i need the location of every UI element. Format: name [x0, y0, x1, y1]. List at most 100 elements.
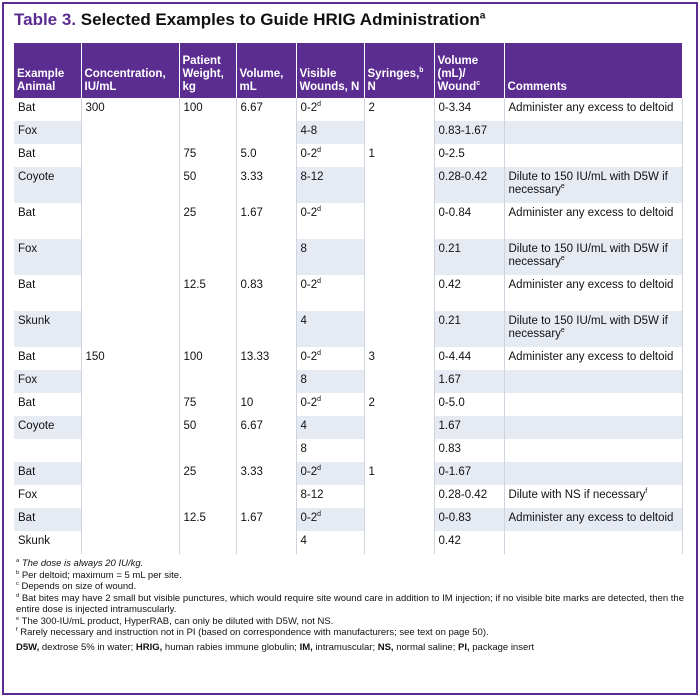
cell: 4 — [296, 531, 365, 554]
cell: 0-1.67 — [434, 462, 505, 485]
cell-text: 100 — [183, 351, 203, 363]
cell-text: Administer any excess to deltoid — [508, 512, 674, 524]
table-row: Bat 12.5 1.67 0-2d 0-0.83 Administer any exce… — [14, 508, 683, 531]
cell — [81, 239, 180, 275]
cell-text: 0-2.5 — [438, 148, 465, 160]
comment: Dilute to 150 IU/mL with D5W if necessar… — [509, 243, 676, 269]
cell-text: 0-4.44 — [438, 351, 472, 363]
cell-sup: e — [560, 183, 565, 191]
cell: 1 — [364, 462, 435, 485]
abbr-term: NS, — [377, 641, 394, 653]
cell-text: Dilute to 150 IU/mL with D5W if necessar… — [508, 315, 668, 340]
cell-text: Bat — [18, 466, 36, 478]
title-text: Selected Examples to Guide HRIG Administ… — [80, 10, 480, 29]
cell — [81, 311, 180, 347]
cell: 0-2.5 — [434, 144, 505, 167]
cell: 3.33 — [236, 167, 297, 203]
cell — [236, 121, 297, 144]
cell-sup: f — [645, 488, 648, 496]
cell: 150 — [81, 347, 180, 370]
header-cell: Patient Weight, kg — [179, 43, 237, 98]
cell: 0.21 — [434, 239, 505, 275]
cell-text: 0-2 — [300, 351, 318, 363]
cell — [179, 439, 237, 462]
cell: 0-2d — [296, 144, 365, 167]
cell: 0.83-1.67 — [434, 121, 505, 144]
footnote-text: The dose is always 20 IU/kg. — [21, 558, 144, 569]
cell-text: 75 — [183, 148, 197, 160]
cell — [364, 531, 435, 554]
header-cell: Volume (mL)/ Woundc — [434, 43, 505, 98]
cell-text: Coyote — [18, 171, 55, 183]
abbr-def: normal saline; — [396, 641, 456, 653]
cell-text: Dilute to 150 IU/mL with D5W if necessar… — [508, 243, 668, 268]
cell-text: 3.33 — [240, 171, 263, 183]
abbr-def: package insert — [472, 641, 535, 653]
cell: Dilute to 150 IU/mL with D5W if necessar… — [504, 239, 683, 275]
data-table: Example Animal Concentration, IU/mL Patien… — [14, 43, 683, 554]
cell — [179, 311, 237, 347]
cell: Administer any excess to deltoid — [504, 508, 683, 531]
cell: 100 — [179, 98, 237, 121]
header-cell: Syringes,b N — [364, 43, 435, 98]
cell — [364, 439, 435, 462]
cell — [364, 508, 435, 531]
cell-text: Skunk — [18, 315, 50, 327]
cell-text: Bat — [18, 207, 36, 219]
cell: 50 — [179, 416, 237, 439]
cell: Dilute to 150 IU/mL with D5W if necessar… — [504, 311, 683, 347]
cell: 75 — [179, 144, 237, 167]
table-row: Skunk 4 0.21 Dilute to 150 IU/mL with D5W i… — [14, 311, 683, 347]
abbreviations: D5W, dextrose 5% in water; HRIG, human r… — [16, 642, 686, 654]
cell: 12.5 — [179, 275, 237, 311]
cell — [81, 508, 180, 531]
cell: Fox — [14, 121, 82, 144]
cell — [81, 144, 180, 167]
cell-text: 1.67 — [438, 420, 461, 432]
footnote: e The 300-IU/mL product, HyperRAB, can o… — [16, 615, 686, 628]
cell: 100 — [179, 347, 237, 370]
cell-text: Dilute to 150 IU/mL with D5W if necessar… — [508, 171, 668, 196]
cell — [81, 439, 180, 462]
header-text: Comments — [507, 81, 567, 93]
cell: 1.67 — [434, 370, 505, 393]
cell: 300 — [81, 98, 180, 121]
cell: Fox — [14, 239, 82, 275]
header-text: N — [367, 81, 376, 93]
cell-text: 50 — [183, 420, 197, 432]
cell: 1.67 — [236, 508, 297, 531]
cell-sup: d — [317, 101, 321, 109]
cell-text: 0-2 — [300, 512, 318, 524]
cell-text: 4 — [300, 535, 307, 547]
cell-text: 0-2 — [300, 148, 318, 160]
cell-text: 3 — [368, 351, 375, 363]
table-row: Fox 8-12 0.28-0.42 Dilute with NS if necess… — [14, 485, 683, 508]
cell: 2 — [364, 98, 435, 121]
cell-text: 0.83-1.67 — [438, 125, 488, 137]
cell: Administer any excess to deltoid — [504, 275, 683, 311]
cell: 8-12 — [296, 485, 365, 508]
cell-text: 4 — [300, 315, 307, 327]
cell-text: 4 — [300, 420, 307, 432]
cell-text: Administer any excess to deltoid — [508, 207, 674, 219]
cell-text: Fox — [18, 125, 38, 137]
footnote-mark: c — [16, 580, 19, 587]
cell-text: Coyote — [18, 420, 55, 432]
footnote-mark: d — [16, 592, 20, 599]
cell: Fox — [14, 485, 82, 508]
footnotes: a The dose is always 20 IU/kg. b Per delt… — [16, 558, 686, 653]
footnote-text: Per deltoid; maximum = 5 mL per site. — [21, 569, 182, 581]
cell-text: 0.42 — [438, 279, 461, 291]
table-label: Table 3. — [14, 10, 77, 29]
cell: 0-0.84 — [434, 203, 505, 239]
cell — [504, 370, 683, 393]
cell-text: Skunk — [18, 535, 50, 547]
cell — [364, 311, 435, 347]
cell-text: 10 — [240, 397, 254, 409]
table-row: Bat 12.5 0.83 0-2d 0.42 Administer any excess… — [14, 275, 683, 311]
cell-text: 12.5 — [183, 512, 206, 524]
cell: 4 — [296, 416, 365, 439]
header-text: Visible Wounds, N — [299, 68, 360, 93]
header-cell: Comments — [504, 43, 683, 98]
cell: 75 — [179, 393, 237, 416]
